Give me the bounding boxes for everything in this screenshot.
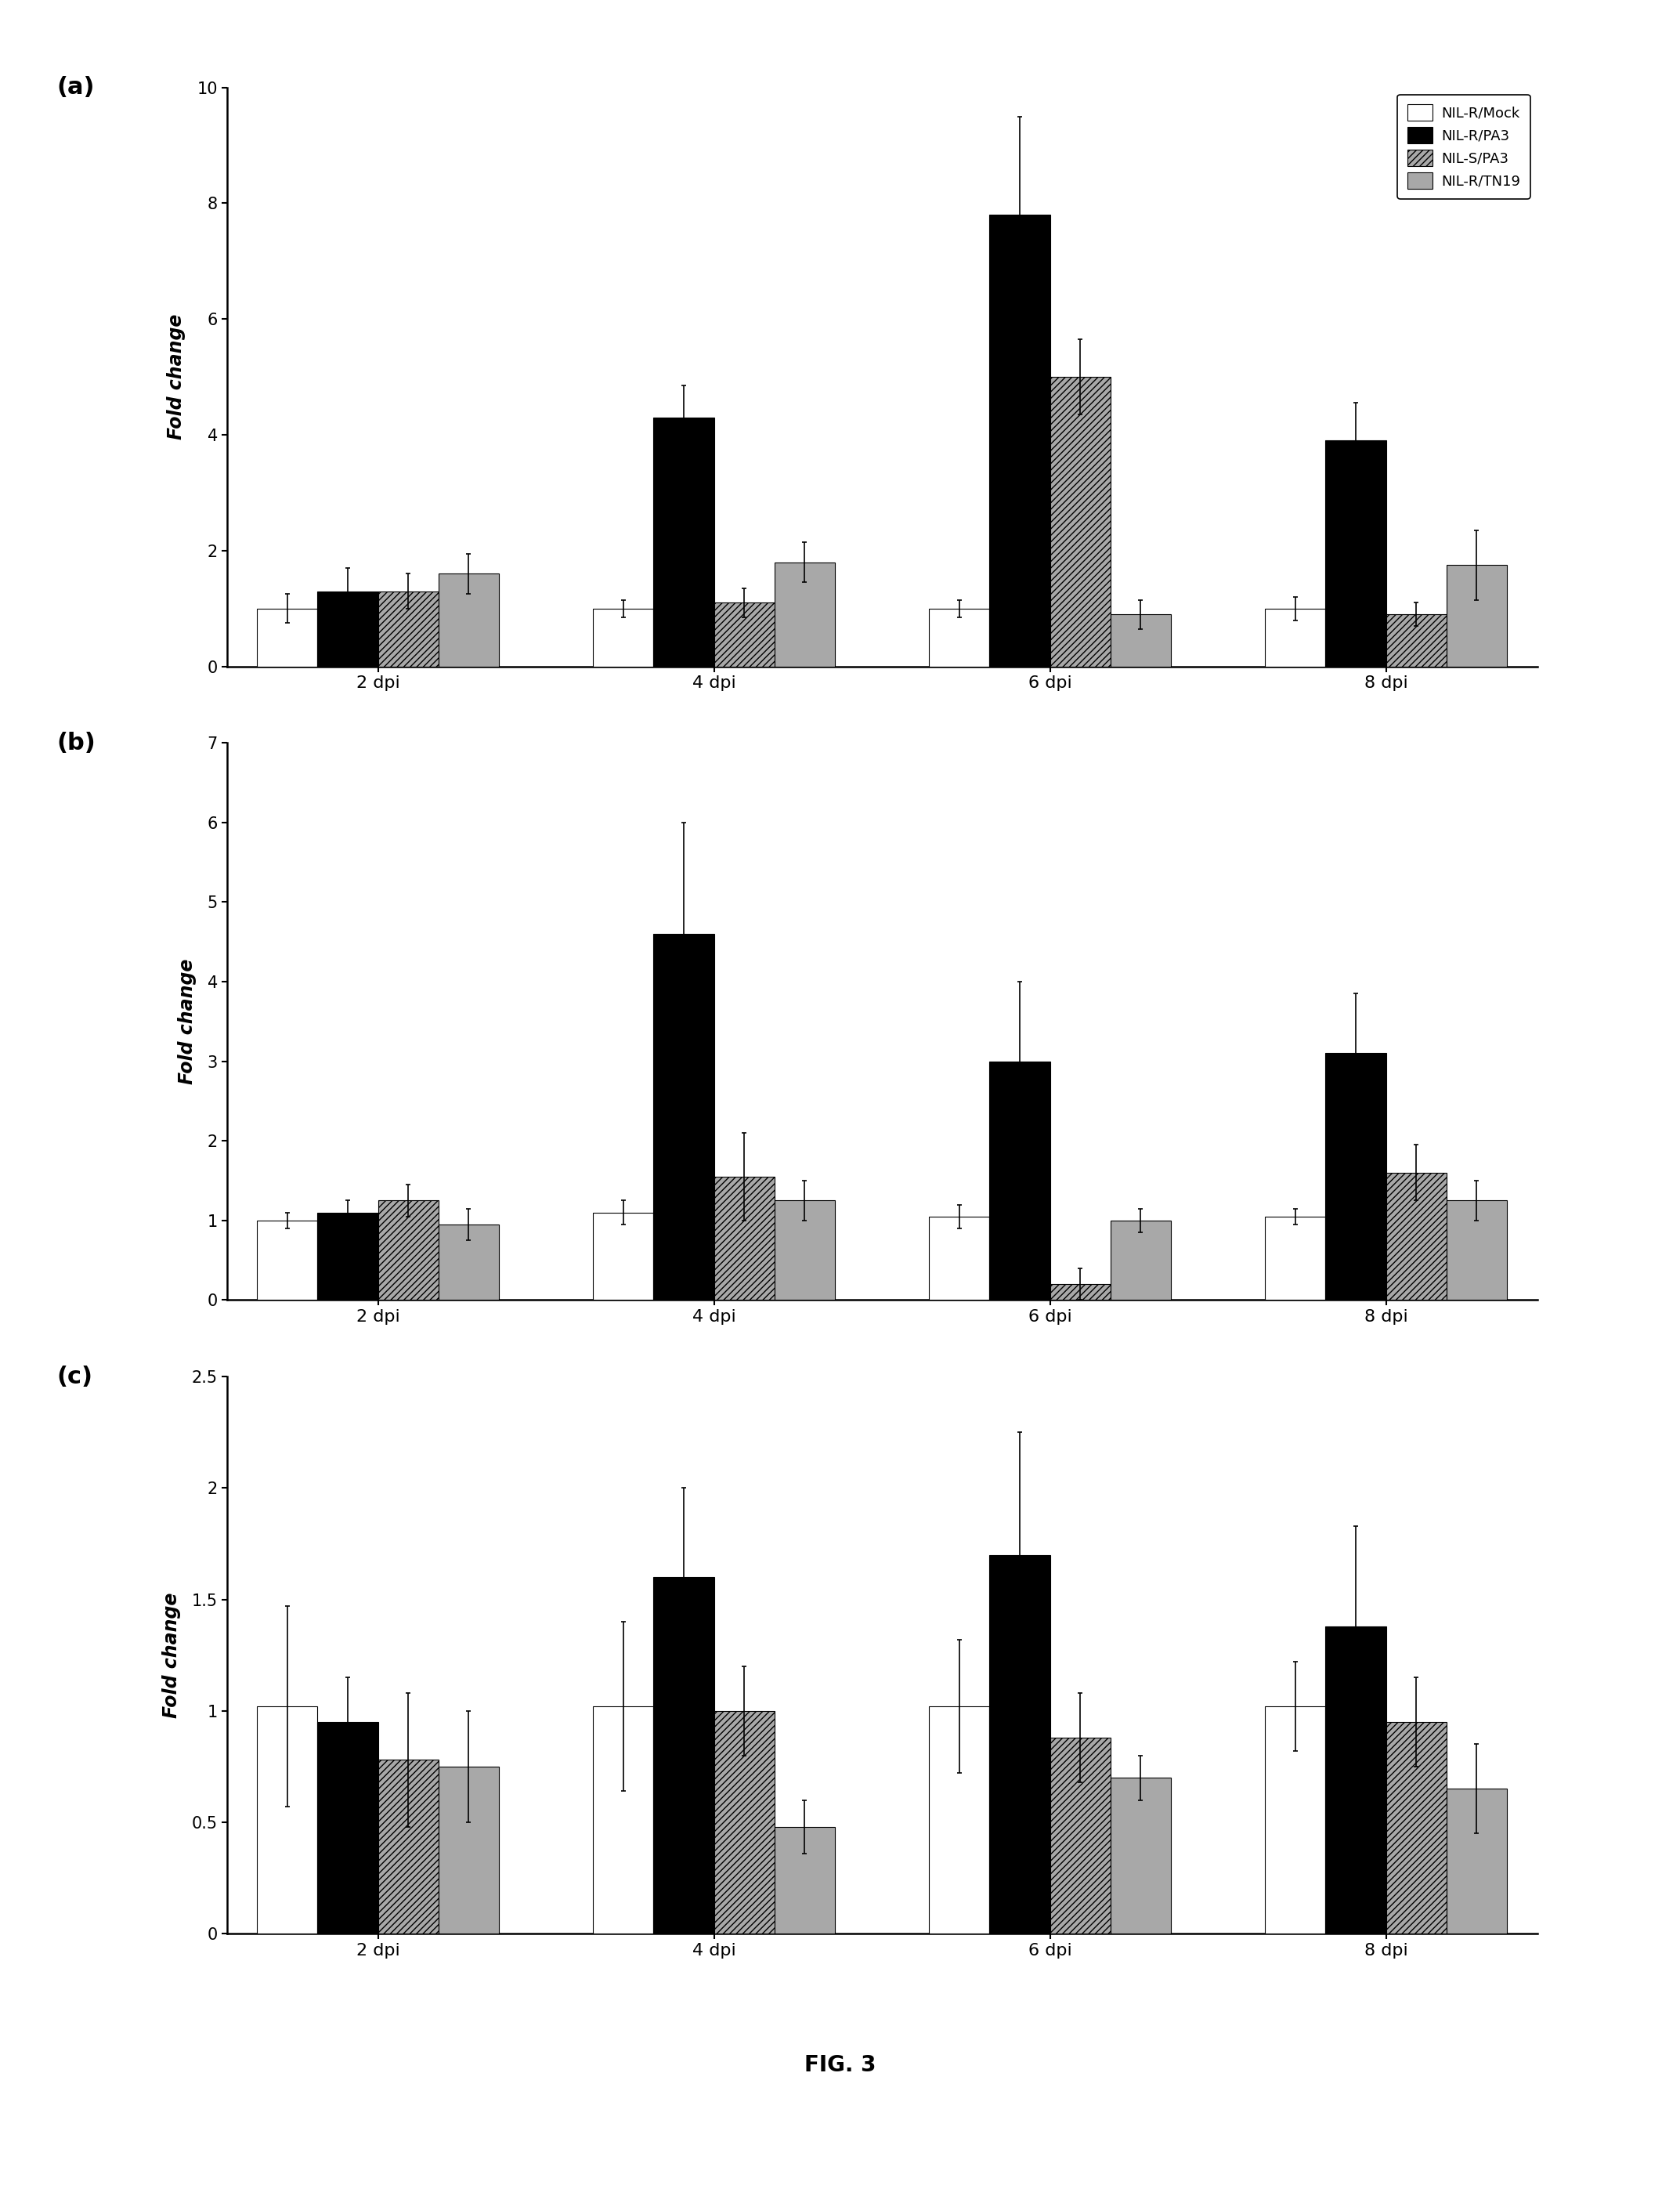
Bar <box>654 933 714 1300</box>
Bar <box>438 1224 499 1300</box>
Y-axis label: Fold change: Fold change <box>178 959 197 1084</box>
Bar <box>318 592 378 666</box>
Bar <box>929 1706 990 1934</box>
Bar <box>990 1062 1050 1300</box>
Bar <box>593 607 654 666</box>
Bar <box>1446 566 1507 666</box>
Bar <box>1050 376 1110 666</box>
Legend: NIL-R/Mock, NIL-R/PA3, NIL-S/PA3, NIL-R/TN19: NIL-R/Mock, NIL-R/PA3, NIL-S/PA3, NIL-R/… <box>1398 94 1530 199</box>
Bar <box>929 607 990 666</box>
Bar <box>257 1706 318 1934</box>
Bar <box>1265 607 1326 666</box>
Bar <box>257 1221 318 1300</box>
Bar <box>1326 1626 1386 1934</box>
Bar <box>257 607 318 666</box>
Bar <box>774 1827 835 1934</box>
Bar <box>1386 1173 1446 1300</box>
Bar <box>318 1213 378 1300</box>
Bar <box>714 1711 774 1934</box>
Bar <box>378 1200 438 1300</box>
Bar <box>1446 1200 1507 1300</box>
Bar <box>318 1722 378 1934</box>
Bar <box>1326 1053 1386 1300</box>
Bar <box>1110 614 1171 666</box>
Text: FIG. 3: FIG. 3 <box>805 2054 875 2076</box>
Bar <box>654 417 714 666</box>
Text: (a): (a) <box>57 76 94 98</box>
Text: (b): (b) <box>57 732 96 754</box>
Bar <box>654 1578 714 1934</box>
Bar <box>378 592 438 666</box>
Bar <box>1110 1779 1171 1934</box>
Bar <box>1265 1217 1326 1300</box>
Bar <box>438 1765 499 1934</box>
Bar <box>929 1217 990 1300</box>
Bar <box>593 1213 654 1300</box>
Bar <box>1386 1722 1446 1934</box>
Bar <box>774 1200 835 1300</box>
Bar <box>990 214 1050 666</box>
Bar <box>1386 614 1446 666</box>
Bar <box>438 575 499 666</box>
Y-axis label: Fold change: Fold change <box>161 1593 181 1717</box>
Bar <box>774 562 835 666</box>
Bar <box>378 1759 438 1934</box>
Bar <box>1446 1790 1507 1934</box>
Bar <box>1110 1221 1171 1300</box>
Bar <box>1050 1285 1110 1300</box>
Bar <box>1050 1737 1110 1934</box>
Text: (c): (c) <box>57 1366 92 1387</box>
Bar <box>593 1706 654 1934</box>
Bar <box>714 603 774 666</box>
Bar <box>1326 441 1386 666</box>
Y-axis label: Fold change: Fold change <box>166 315 186 439</box>
Bar <box>990 1556 1050 1934</box>
Bar <box>1265 1706 1326 1934</box>
Bar <box>714 1178 774 1300</box>
